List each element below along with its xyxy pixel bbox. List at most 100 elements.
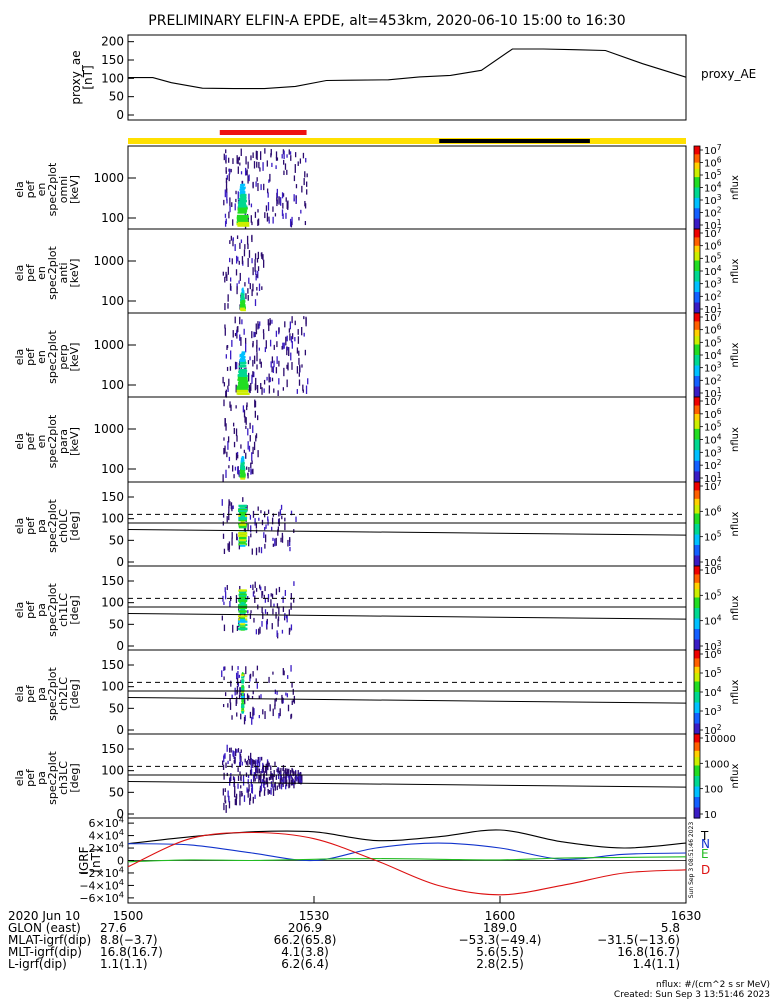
spectro-pixel	[237, 157, 239, 165]
spectro-pixel	[275, 367, 278, 374]
spectro-pixel	[229, 702, 232, 710]
ytick-label: 1000	[93, 338, 124, 352]
spectro-pixel	[250, 215, 252, 223]
ylabel-line: spec2plot	[46, 162, 59, 216]
spectro-pixel	[266, 212, 269, 222]
spectro-pixel	[227, 441, 229, 450]
spectro-pixel	[241, 299, 245, 303]
colorbar-cell	[694, 748, 700, 752]
spectro-pixel	[226, 366, 229, 371]
colorbar-cell	[694, 229, 700, 232]
ytick-label: 100	[101, 71, 124, 85]
spectro-pixel	[282, 193, 285, 197]
spectro-pixel	[261, 769, 263, 773]
spectro-pixel	[274, 761, 276, 766]
spectro-pixel	[249, 759, 251, 765]
spectro-pixel	[291, 362, 293, 370]
ylabel-line: [keV]	[68, 175, 81, 204]
ylabel-line: ela	[13, 349, 26, 366]
colorbar-cell	[694, 750, 700, 754]
spectro-pixel	[224, 189, 226, 198]
spectro-pixel	[287, 704, 290, 712]
colorbar-cell	[694, 407, 700, 411]
spectro-pixel	[264, 212, 266, 219]
colorbar-cell	[694, 742, 700, 746]
spectro-pixel	[240, 775, 242, 782]
spectro-pixel	[228, 541, 231, 550]
spectro-pixel	[239, 794, 241, 800]
colorbar-cell	[694, 721, 700, 725]
spectro-pixel	[274, 704, 276, 710]
ephemeris-value: 8.8(−3.7)	[100, 933, 158, 947]
spectro-pixel	[272, 671, 274, 675]
spectro-pixel	[223, 447, 225, 455]
spectro-pixel	[254, 777, 256, 782]
spectro-pixel	[228, 747, 231, 753]
colorbar-tick-label: 104	[704, 433, 722, 447]
colorbar-cell	[694, 677, 700, 680]
spectro-pixel	[222, 788, 224, 796]
spectro-pixel	[283, 615, 286, 621]
colorbar-cell	[694, 214, 700, 218]
colorbar-tick-label: 101	[704, 386, 722, 400]
colorbar-cell	[694, 216, 700, 220]
spectro-pixel	[234, 785, 236, 794]
spectro-pixel	[259, 787, 261, 793]
ytick-label: 100	[101, 512, 124, 526]
spectro-pixel	[255, 587, 258, 592]
spectro-pixel	[238, 534, 248, 537]
colorbar-cell	[694, 426, 700, 430]
spectro-pixel	[237, 392, 250, 396]
ytick-label: 6×104	[89, 815, 124, 830]
colorbar-cell	[694, 146, 700, 149]
spectro-pixel	[244, 244, 246, 250]
colorbar-cell	[694, 794, 700, 798]
spectro-pixel	[245, 452, 247, 459]
colorbar-cell	[694, 658, 700, 662]
spectro-pixel	[239, 162, 241, 166]
spectro-pixel	[247, 779, 249, 785]
colorbar-tick-label: 105	[704, 530, 722, 544]
colorbar-cell	[694, 431, 700, 434]
colorbar-tick-label: 103	[704, 193, 722, 207]
spectro-pixel	[230, 680, 232, 687]
spectro-pixel	[228, 506, 230, 512]
spectro-pixel	[225, 423, 227, 431]
spectro-pixel	[228, 504, 230, 508]
spectro-pixel	[226, 192, 228, 201]
spectro-pixel	[295, 516, 297, 522]
colorbar-cell	[694, 462, 700, 466]
spectro-pixel	[248, 467, 250, 472]
ytick-label: 0	[116, 639, 124, 653]
spectro-pixel	[229, 754, 231, 762]
spectro-pixel	[245, 343, 247, 353]
spectro-pixel	[247, 243, 249, 250]
colorbar-tick-label: 100	[704, 785, 723, 796]
ytick-label: 150	[101, 490, 124, 504]
colorbar-cell	[694, 441, 700, 445]
spectro-pixel	[240, 444, 242, 449]
spectro-pixel	[234, 244, 236, 251]
spectro-pixel	[290, 221, 293, 228]
colorbar-cell	[694, 433, 700, 436]
colorbar-tick-label: 104	[704, 181, 722, 195]
spectro-pixel	[303, 316, 305, 320]
spectro-pixel	[239, 790, 241, 797]
spectro-pixel	[296, 347, 299, 354]
colorbar-cell	[694, 496, 700, 500]
colorbar-tick-label: 105	[704, 335, 722, 349]
spectro-pixel	[254, 332, 256, 337]
spectro-pixel	[237, 381, 248, 384]
spectro-pixel	[240, 301, 245, 304]
colorbar-cell	[694, 235, 700, 238]
colorbar-cell	[694, 252, 700, 255]
spectro-pixel	[284, 776, 286, 784]
xtick-label: 1530	[299, 909, 330, 923]
igrf-series-T	[127, 829, 687, 849]
colorbar-cell	[694, 614, 700, 617]
spectro-pixel	[265, 620, 268, 628]
colorbar-cell	[694, 208, 700, 211]
ytick-label: 100	[101, 462, 124, 476]
colorbar-cell	[694, 683, 700, 687]
